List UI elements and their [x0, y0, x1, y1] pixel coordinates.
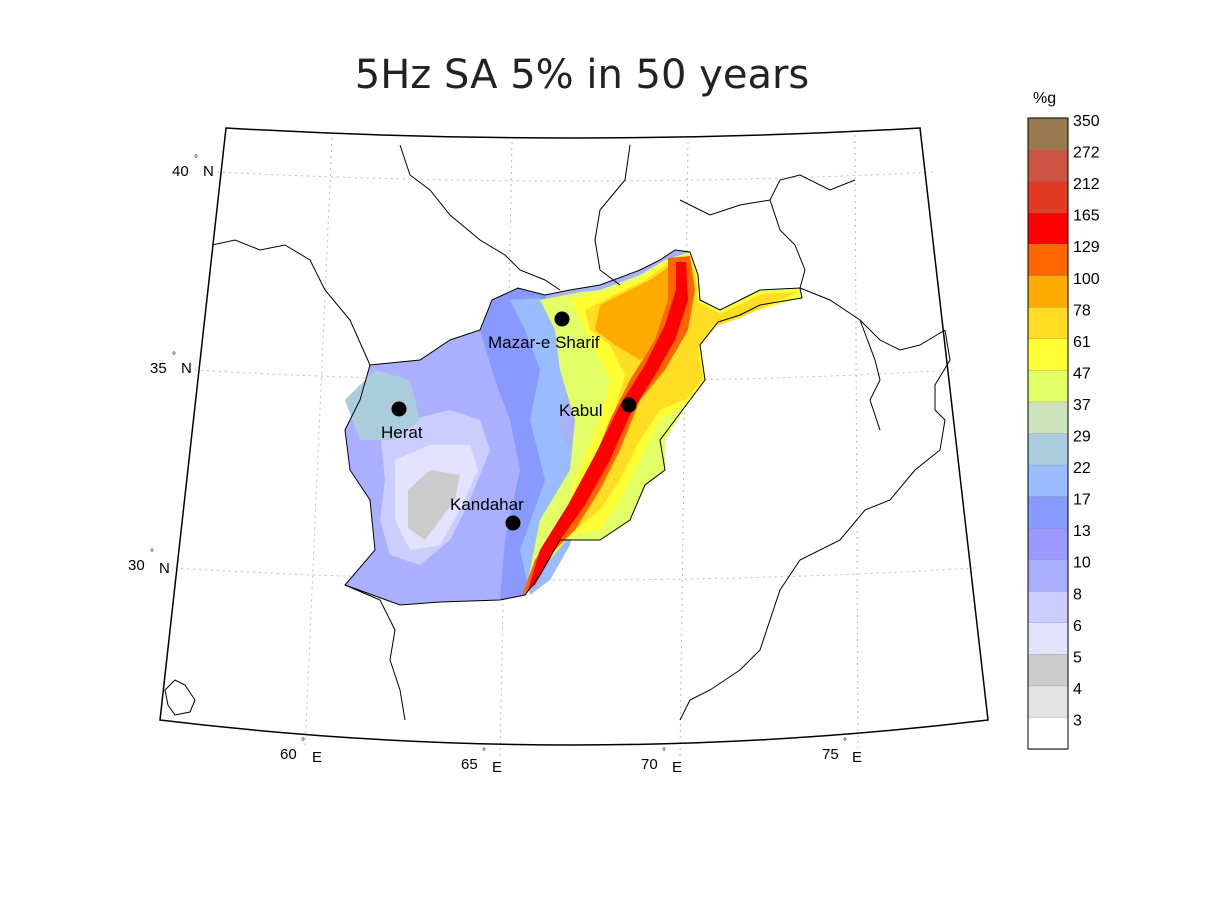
colorbar-swatch-272	[1027, 149, 1069, 182]
colorbar-label-4: 4	[1073, 681, 1082, 698]
map-frame	[159, 127, 989, 746]
iran-turkmenistan-border	[211, 239, 371, 366]
iran-coast	[164, 679, 196, 716]
lat-label-35: 35	[150, 360, 167, 377]
colorbar-label-3: 3	[1073, 712, 1082, 729]
city-marker-kabul	[621, 397, 637, 413]
lon-label-70: 70	[641, 756, 658, 773]
colorbar-swatch-4	[1027, 685, 1069, 719]
pakistan-china-border	[799, 287, 946, 351]
city-label-mazar-e-sharif: Mazar-e Sharif	[488, 333, 600, 352]
kashmir-line	[859, 319, 881, 431]
country-borders	[164, 144, 951, 721]
colorbar-label-61: 61	[1073, 334, 1091, 351]
colorbar-swatch-29	[1027, 433, 1069, 466]
lon-label-60: 60	[280, 746, 297, 763]
city-marker-herat	[391, 401, 407, 417]
colorbar-label-8: 8	[1073, 586, 1082, 603]
lat-degree-35: °	[172, 351, 176, 362]
colorbar-swatch-13	[1027, 528, 1069, 561]
lon-label-65: 65	[461, 756, 478, 773]
afghanistan-border	[344, 249, 803, 606]
tajikistan-china-border	[769, 199, 806, 289]
lon-degree-70: °	[662, 747, 666, 758]
colorbar-swatch-5	[1027, 654, 1069, 687]
colorbar-swatch-78	[1027, 307, 1069, 340]
colorbar-label-129: 129	[1073, 239, 1100, 256]
lon-hemi-70: E	[672, 759, 682, 776]
colorbar-swatch-100	[1027, 275, 1069, 308]
colorbar-swatch-8	[1027, 591, 1069, 624]
colorbar-label-22: 22	[1073, 460, 1091, 477]
hazard-zone-red-fault	[528, 262, 688, 590]
colorbar-swatches	[1027, 117, 1069, 750]
city-label-herat: Herat	[381, 423, 423, 442]
tajikistan-kyrgyzstan-border	[679, 174, 856, 216]
colorbar-tick-labels: 350 272 212 165 129 100 78 61 47 37 29 22 17 13 10 8 6 5 4…	[1073, 113, 1100, 729]
colorbar-swatch-212	[1027, 180, 1069, 214]
colorbar-label-37: 37	[1073, 397, 1091, 414]
lon-degree-65: °	[482, 747, 486, 758]
colorbar-swatch-22	[1027, 464, 1069, 498]
city-label-kandahar: Kandahar	[450, 495, 524, 514]
colorbar-label-212: 212	[1073, 176, 1100, 193]
uzbekistan-tajikistan-border	[594, 144, 631, 286]
city-label-kabul: Kabul	[559, 401, 602, 420]
pakistan-india-border	[679, 329, 951, 721]
hazard-zone-dark-orange-belt	[522, 256, 695, 595]
hazard-contours	[345, 250, 802, 605]
colorbar: %g 350 272 212 165 129 100 78 61 47 37 29 22 17 13 10 8…	[1027, 90, 1100, 750]
colorbar-label-29: 29	[1073, 429, 1091, 446]
colorbar-swatch-3	[1027, 717, 1069, 750]
figure-title: 5Hz SA 5% in 50 years	[355, 52, 810, 98]
lat-label-40: 40	[172, 163, 189, 180]
lat-label-30: 30	[128, 557, 145, 574]
city-marker-mazar-e-sharif	[554, 311, 570, 327]
colorbar-label-10: 10	[1073, 555, 1091, 572]
colorbar-label-13: 13	[1073, 523, 1091, 540]
colorbar-outline	[1027, 117, 1069, 750]
pakistan-iran-border	[344, 584, 406, 721]
lon-hemi-75: E	[852, 749, 862, 766]
colorbar-swatch-6	[1027, 622, 1069, 655]
lat-hemi-35: N	[181, 360, 192, 377]
colorbar-label-78: 78	[1073, 302, 1091, 319]
colorbar-label-165: 165	[1073, 208, 1100, 225]
colorbar-swatch-61	[1027, 338, 1069, 372]
lat-hemi-30: N	[159, 560, 170, 577]
colorbar-label-350: 350	[1073, 113, 1100, 130]
lat-degree-40: °	[194, 154, 198, 165]
longitude-labels: 60 ° E 65 ° E 70 ° E 75 ° E	[280, 737, 862, 776]
lat-hemi-40: N	[203, 163, 214, 180]
lon-degree-75: °	[843, 737, 847, 748]
colorbar-label-17: 17	[1073, 492, 1091, 509]
colorbar-unit-label: %g	[1033, 90, 1056, 107]
lon-label-75: 75	[822, 746, 839, 763]
colorbar-swatch-47	[1027, 370, 1069, 403]
colorbar-label-272: 272	[1073, 145, 1100, 162]
colorbar-swatch-165	[1027, 212, 1069, 245]
hazard-zone-grey-minimum	[408, 470, 460, 540]
colorbar-swatch-350	[1027, 117, 1069, 151]
colorbar-swatch-129	[1027, 244, 1069, 277]
turkmenistan-uzbekistan-border	[399, 144, 561, 291]
lon-hemi-65: E	[492, 759, 502, 776]
colorbar-label-5: 5	[1073, 649, 1082, 666]
cities: Mazar-e Sharif Herat Kabul Kandahar	[381, 311, 637, 531]
colorbar-label-47: 47	[1073, 365, 1091, 382]
colorbar-swatch-37	[1027, 401, 1069, 435]
lon-hemi-60: E	[312, 749, 322, 766]
colorbar-label-6: 6	[1073, 618, 1082, 635]
lat-degree-30: °	[150, 548, 154, 559]
colorbar-label-100: 100	[1073, 271, 1100, 288]
city-marker-kandahar	[505, 515, 521, 531]
latitude-labels: 40 ° N 35 ° N 30 ° N	[128, 154, 214, 577]
colorbar-swatch-17	[1027, 496, 1069, 529]
colorbar-swatch-10	[1027, 559, 1069, 592]
lon-degree-60: °	[301, 737, 305, 748]
